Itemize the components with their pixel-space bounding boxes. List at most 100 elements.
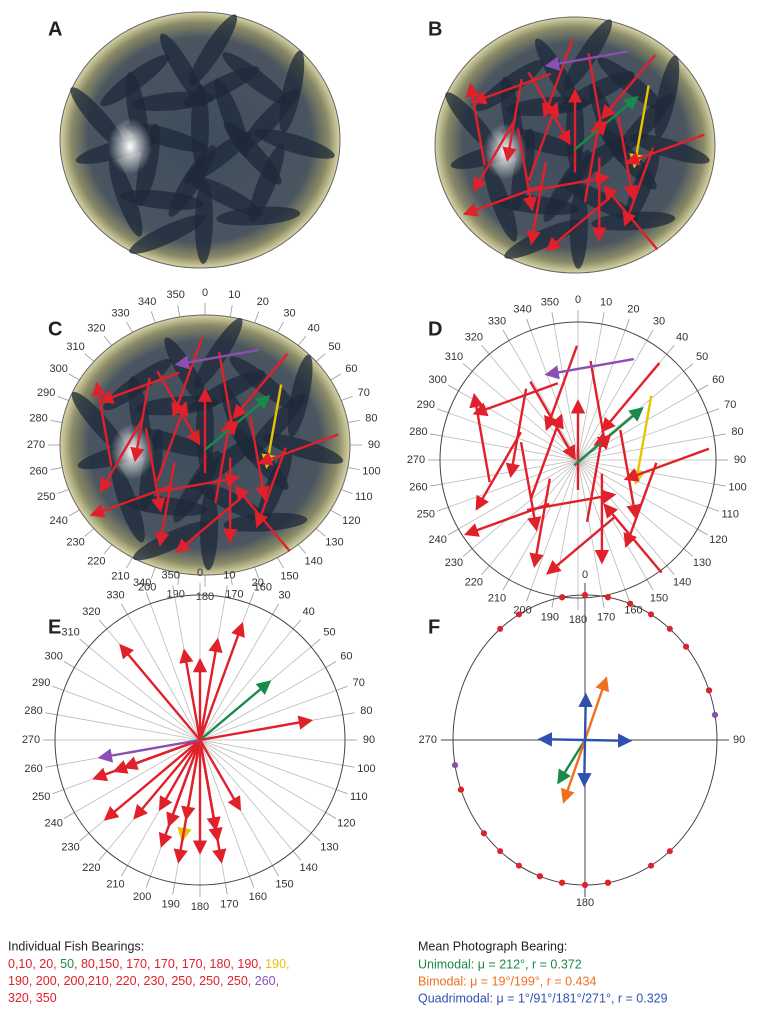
angle-label: 40 bbox=[303, 606, 315, 618]
angle-label: 290 bbox=[417, 399, 435, 411]
bearing-dot bbox=[706, 687, 712, 693]
axis-label: 90 bbox=[733, 734, 745, 746]
angle-label: 110 bbox=[350, 791, 368, 803]
tick-line bbox=[667, 566, 675, 575]
tick-line bbox=[625, 590, 629, 601]
angle-label: 130 bbox=[320, 841, 338, 853]
tick-line bbox=[698, 529, 708, 535]
tick-line bbox=[602, 596, 604, 608]
panel-label: D bbox=[428, 318, 442, 340]
angle-label: 10 bbox=[228, 289, 240, 301]
angle-label: 330 bbox=[106, 589, 124, 601]
angle-label: 160 bbox=[624, 604, 642, 616]
angle-label: 30 bbox=[283, 307, 295, 319]
tick-line bbox=[311, 833, 320, 841]
tick-line bbox=[503, 580, 509, 590]
angle-label: 280 bbox=[24, 705, 42, 717]
tick-line bbox=[293, 620, 301, 629]
tick-line bbox=[552, 596, 554, 608]
angle-label: 300 bbox=[44, 650, 62, 662]
bearing-dot bbox=[516, 611, 522, 617]
tick-line bbox=[714, 484, 726, 486]
angle-label: 230 bbox=[445, 557, 463, 569]
angle-label: 0 bbox=[202, 287, 208, 299]
angle-label: 30 bbox=[653, 315, 665, 327]
angle-label: 150 bbox=[650, 592, 668, 604]
angle-label: 70 bbox=[358, 387, 370, 399]
tick-line bbox=[298, 336, 306, 345]
angle-label: 350 bbox=[541, 296, 559, 308]
fish-arrow bbox=[605, 505, 662, 573]
angle-label: 240 bbox=[49, 515, 67, 527]
tick-line bbox=[122, 866, 128, 876]
tick-line bbox=[430, 484, 442, 486]
angle-label: 270 bbox=[407, 454, 425, 466]
tick-line bbox=[311, 639, 320, 647]
bearing-dot bbox=[667, 848, 673, 854]
angle-label: 120 bbox=[342, 515, 360, 527]
bearing-dot bbox=[648, 863, 654, 869]
bearing-dot bbox=[497, 848, 503, 854]
tick-line bbox=[99, 620, 107, 629]
tick-line bbox=[151, 312, 155, 323]
angle-label: 120 bbox=[709, 534, 727, 546]
angle-label: 120 bbox=[337, 817, 355, 829]
fish-arrow bbox=[534, 479, 549, 566]
angle-label: 110 bbox=[721, 509, 739, 521]
glare bbox=[108, 118, 152, 174]
bearing-dot bbox=[627, 601, 633, 607]
angle-label: 340 bbox=[133, 577, 151, 589]
angle-label: 80 bbox=[365, 413, 377, 425]
angle-label: 140 bbox=[673, 576, 691, 588]
angle-label: 330 bbox=[488, 315, 506, 327]
tick-line bbox=[278, 558, 284, 568]
angle-label: 180 bbox=[191, 901, 209, 913]
tick-line bbox=[278, 322, 284, 332]
tick-line bbox=[122, 604, 128, 614]
caption-line: 0,10, 20, 50, 80,150, 170, 170, 170, 180… bbox=[8, 957, 290, 971]
tick-line bbox=[463, 364, 472, 372]
angle-label: 300 bbox=[49, 363, 67, 375]
tick-line bbox=[326, 813, 336, 819]
tick-line bbox=[255, 312, 259, 323]
caption-segment: , 80,150, 170, 170, 170, 180, 190, bbox=[74, 957, 265, 971]
tick-line bbox=[647, 580, 653, 590]
tick-line bbox=[667, 345, 675, 354]
angle-label: 140 bbox=[299, 862, 317, 874]
tick-line bbox=[708, 409, 719, 413]
tick-line bbox=[225, 883, 227, 895]
tick-line bbox=[602, 312, 604, 324]
angle-label: 60 bbox=[345, 363, 357, 375]
tick-line bbox=[698, 385, 708, 391]
tick-line bbox=[437, 409, 448, 413]
tick-line bbox=[343, 765, 355, 767]
bearing-dot bbox=[667, 626, 673, 632]
tick-line bbox=[173, 883, 175, 895]
angle-label: 50 bbox=[696, 351, 708, 363]
angle-label: 320 bbox=[87, 322, 105, 334]
tick-line bbox=[708, 507, 719, 511]
page: {"panel_labels": ["A", "B", "C", "D", "E… bbox=[0, 0, 760, 1032]
angle-label: 190 bbox=[161, 898, 179, 910]
tick-line bbox=[430, 434, 442, 436]
angle-label: 20 bbox=[627, 304, 639, 316]
angle-label: 330 bbox=[111, 307, 129, 319]
glare bbox=[483, 123, 527, 179]
tick-line bbox=[151, 567, 155, 578]
angle-label: 340 bbox=[513, 304, 531, 316]
angle-label: 280 bbox=[29, 413, 47, 425]
panel-label: A bbox=[48, 18, 62, 40]
tick-line bbox=[527, 319, 531, 330]
tick-line bbox=[250, 592, 254, 603]
panel-label: C bbox=[48, 318, 62, 340]
bearing-dot bbox=[712, 712, 718, 718]
axis-label: 0 bbox=[582, 569, 588, 581]
angle-label: 130 bbox=[693, 557, 711, 569]
caption-segment: , bbox=[276, 974, 279, 988]
angle-label: 60 bbox=[712, 374, 724, 386]
angle-label: 40 bbox=[676, 331, 688, 343]
angle-label: 80 bbox=[731, 426, 743, 438]
caption-segment: 0,10, 20, bbox=[8, 957, 60, 971]
tick-line bbox=[57, 489, 68, 493]
bearing-dot bbox=[458, 787, 464, 793]
